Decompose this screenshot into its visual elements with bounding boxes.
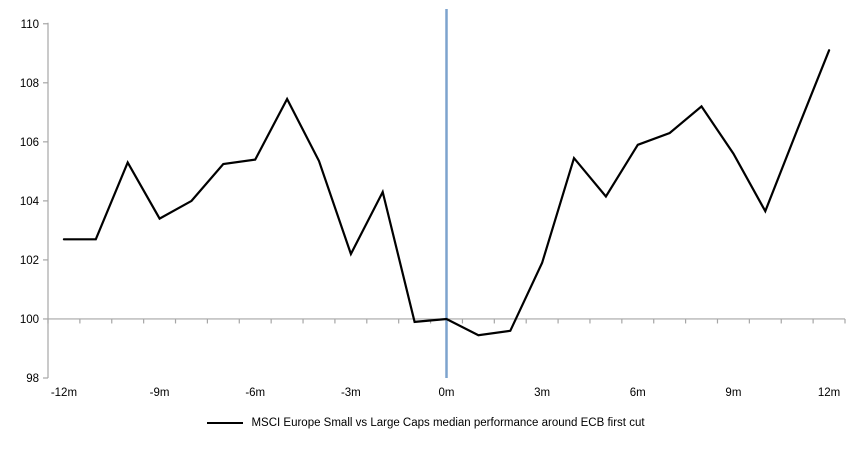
legend-line-sample <box>207 422 244 424</box>
x-tick-label: 12m <box>818 387 840 399</box>
x-tick-label: -3m <box>341 387 361 399</box>
y-tick-label: 102 <box>20 255 39 267</box>
x-tick-label: -9m <box>150 387 170 399</box>
y-tick-label: 106 <box>20 137 39 149</box>
y-tick-label: 110 <box>21 19 39 31</box>
y-tick-label: 108 <box>20 78 39 90</box>
x-tick-label: 9m <box>725 387 741 399</box>
x-tick-label: -6m <box>245 387 265 399</box>
y-tick-label: 104 <box>20 196 40 208</box>
x-tick-label: 0m <box>439 387 455 399</box>
y-tick-label: 100 <box>20 314 39 326</box>
legend: MSCI Europe Small vs Large Caps median p… <box>0 416 852 430</box>
legend-label: MSCI Europe Small vs Large Caps median p… <box>251 417 645 429</box>
series-line <box>62 49 831 337</box>
y-tick-label: 98 <box>26 373 39 385</box>
x-tick-label: -12m <box>51 387 77 399</box>
x-tick-label: 3m <box>534 387 550 399</box>
x-tick-label: 6m <box>630 387 646 399</box>
